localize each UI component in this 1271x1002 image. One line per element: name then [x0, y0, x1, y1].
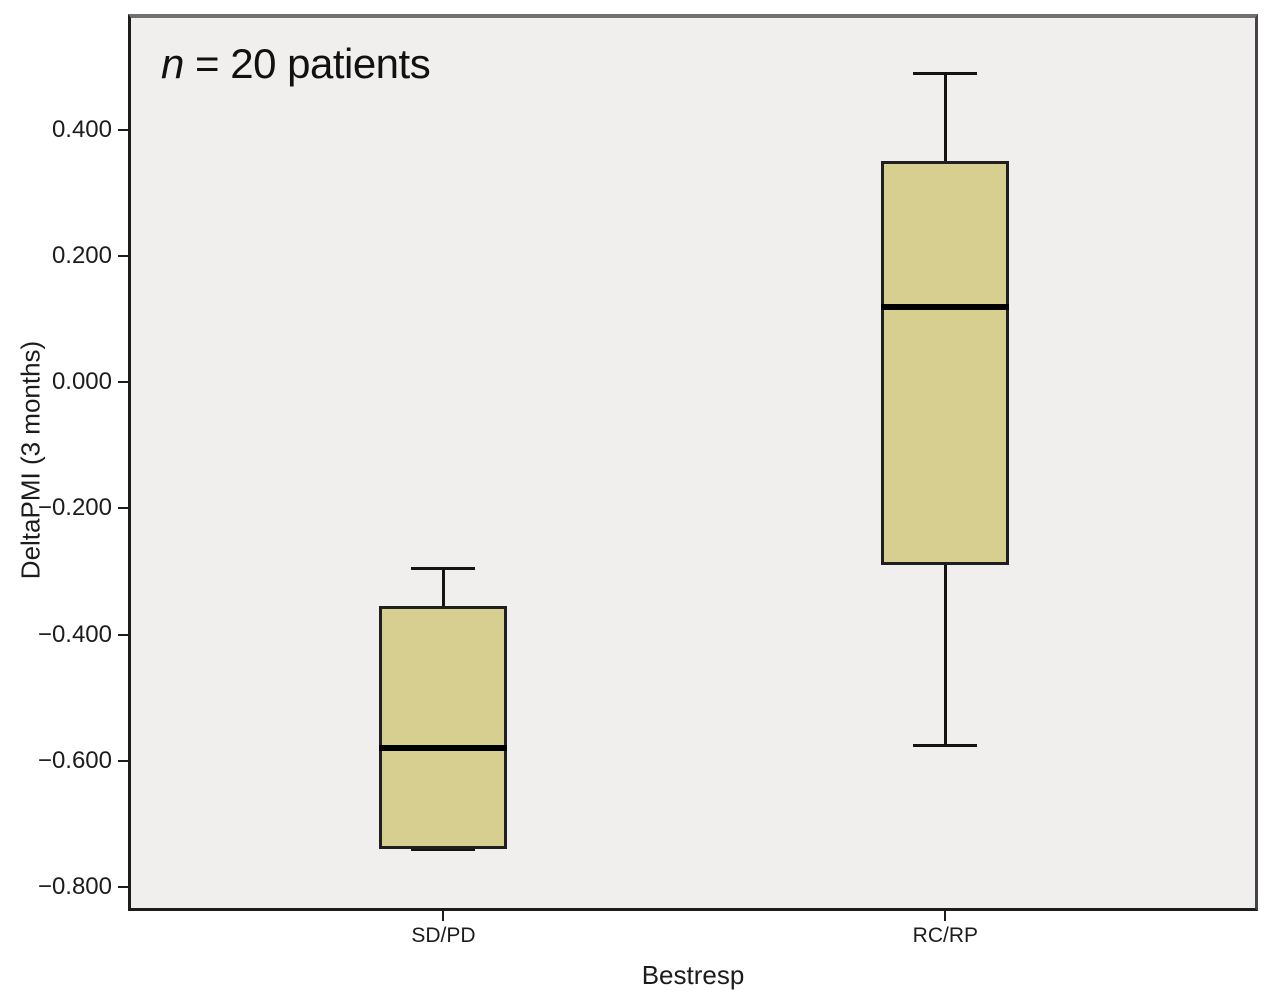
x-axis-title: Bestresp: [641, 960, 745, 990]
whisker-lower-stem: [943, 565, 947, 745]
x-category-label: SD/PD: [411, 924, 476, 947]
x-tick-mark: [442, 911, 445, 921]
y-tick-mark: [118, 507, 128, 510]
whisker-upper-cap: [913, 71, 978, 75]
y-tick-mark: [118, 255, 128, 258]
box-iqr: [379, 606, 508, 849]
y-tick-label: −0.600: [37, 746, 112, 774]
whisker-lower-cap: [913, 743, 978, 747]
y-tick-mark: [118, 885, 128, 888]
y-tick-label: 0.000: [51, 368, 112, 396]
median-line: [379, 745, 508, 752]
y-tick-mark: [118, 759, 128, 762]
whisker-upper-cap: [411, 566, 476, 570]
y-tick-label: −0.400: [37, 620, 112, 648]
whisker-upper-stem: [441, 568, 445, 607]
y-tick-mark: [118, 381, 128, 384]
annotation-text: = 20 patients: [183, 40, 431, 87]
box-iqr: [881, 161, 1010, 566]
y-tick-label: −0.200: [37, 494, 112, 522]
x-tick-mark: [944, 911, 947, 921]
median-line: [881, 303, 1010, 310]
x-category-label: RC/RP: [912, 924, 978, 947]
whisker-lower-cap: [411, 848, 476, 852]
y-tick-label: −0.800: [37, 872, 112, 900]
y-tick-mark: [118, 633, 128, 636]
annotation-n: n: [161, 40, 184, 87]
sample-size-annotation: n = 20 patients: [161, 40, 431, 88]
y-tick-label: 0.200: [51, 242, 112, 270]
whisker-upper-stem: [943, 73, 947, 162]
plot-area: n = 20 patients: [128, 14, 1258, 911]
y-tick-mark: [118, 128, 128, 131]
y-tick-label: 0.400: [51, 115, 112, 143]
